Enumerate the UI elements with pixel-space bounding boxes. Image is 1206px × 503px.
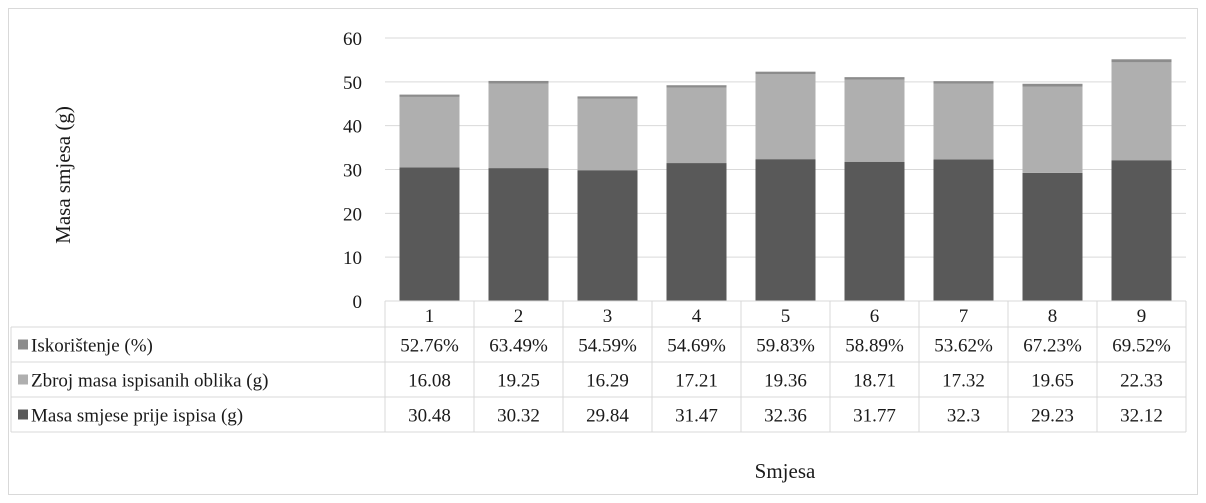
data-label: 29.84 bbox=[586, 406, 629, 427]
bar-segment bbox=[1022, 83, 1083, 87]
bar-segment bbox=[577, 96, 638, 99]
data-label: 63.49% bbox=[489, 336, 548, 357]
bar-segment bbox=[844, 161, 905, 301]
y-tick-label: 10 bbox=[343, 248, 362, 269]
y-tick-label: 30 bbox=[343, 161, 362, 182]
category-label: 9 bbox=[1137, 306, 1147, 327]
bar-segment bbox=[933, 81, 994, 84]
bar-segment bbox=[1111, 62, 1172, 161]
bar-segment bbox=[666, 163, 727, 301]
data-label: 31.47 bbox=[675, 406, 718, 427]
bar-segment bbox=[488, 80, 549, 84]
bar-segment bbox=[399, 96, 460, 168]
series-name: Zbroj masa ispisanih oblika (g) bbox=[31, 371, 268, 392]
data-label: 31.77 bbox=[853, 406, 896, 427]
category-label: 1 bbox=[425, 306, 435, 327]
data-label: 30.48 bbox=[408, 406, 451, 427]
data-table: 1 2 3 4 5 6 7 8 9 Iskorištenje (%) 52.76% 63.49% 54.… bbox=[10, 300, 1187, 433]
bar-segment bbox=[666, 85, 727, 88]
x-axis-label: Smjesa bbox=[755, 459, 816, 483]
y-axis: 0 10 20 30 40 50 60 bbox=[343, 29, 362, 313]
y-tick-label: 40 bbox=[343, 117, 362, 138]
bars-group bbox=[399, 59, 1172, 301]
y-tick-label: 50 bbox=[343, 73, 362, 94]
data-label: 32.36 bbox=[764, 406, 807, 427]
y-tick-label: 0 bbox=[353, 292, 363, 313]
data-label: 52.76% bbox=[400, 336, 459, 357]
bar-segment bbox=[933, 83, 994, 160]
data-label: 19.65 bbox=[1031, 371, 1074, 392]
data-label: 67.23% bbox=[1023, 336, 1082, 357]
category-label: 2 bbox=[514, 306, 524, 327]
bar-segment bbox=[755, 159, 816, 301]
bar-segment bbox=[933, 159, 994, 301]
category-label: 3 bbox=[603, 306, 613, 327]
data-label: 22.33 bbox=[1120, 371, 1163, 392]
data-label: 29.23 bbox=[1031, 406, 1074, 427]
data-label: 32.12 bbox=[1120, 406, 1163, 427]
data-label: 17.32 bbox=[942, 371, 985, 392]
legend-key bbox=[18, 374, 28, 385]
data-label: 59.83% bbox=[756, 336, 815, 357]
category-label: 7 bbox=[959, 306, 969, 327]
data-label: 54.69% bbox=[667, 336, 726, 357]
y-tick-label: 20 bbox=[343, 204, 362, 225]
data-label: 19.25 bbox=[497, 371, 540, 392]
bar-segment bbox=[1022, 172, 1083, 301]
y-tick-label: 60 bbox=[343, 29, 362, 50]
y-axis-label: Masa smjesa (g) bbox=[51, 106, 75, 244]
bar-segment bbox=[1111, 59, 1172, 63]
data-label: 32.3 bbox=[947, 406, 980, 427]
data-label: 18.71 bbox=[853, 371, 896, 392]
bar-segment bbox=[577, 98, 638, 171]
bar-segment bbox=[755, 74, 816, 160]
bar-segment bbox=[755, 71, 816, 75]
bar-segment bbox=[399, 94, 460, 97]
category-label: 6 bbox=[870, 306, 880, 327]
bar-segment bbox=[844, 79, 905, 162]
chart-frame bbox=[8, 8, 1198, 495]
bar-segment bbox=[399, 167, 460, 301]
bar-segment bbox=[488, 83, 549, 169]
legend-key bbox=[18, 409, 28, 420]
data-label: 30.32 bbox=[497, 406, 540, 427]
bar-segment bbox=[577, 170, 638, 301]
bar-segment bbox=[666, 87, 727, 164]
series-name: Iskorištenje (%) bbox=[31, 336, 153, 357]
data-label: 58.89% bbox=[845, 336, 904, 357]
bar-segment bbox=[1111, 160, 1172, 301]
category-label: 4 bbox=[692, 306, 702, 327]
data-label: 16.08 bbox=[408, 371, 451, 392]
data-label: 19.36 bbox=[764, 371, 807, 392]
category-label: 5 bbox=[781, 306, 791, 327]
bar-segment bbox=[1022, 86, 1083, 173]
bar-segment bbox=[844, 77, 905, 80]
legend-key bbox=[18, 339, 28, 350]
bar-segment bbox=[488, 168, 549, 301]
data-label: 17.21 bbox=[675, 371, 718, 392]
category-label: 8 bbox=[1048, 306, 1058, 327]
series-name: Masa smjese prije ispisa (g) bbox=[31, 406, 243, 427]
data-label: 54.59% bbox=[578, 336, 637, 357]
data-label: 53.62% bbox=[934, 336, 993, 357]
data-label: 69.52% bbox=[1112, 336, 1171, 357]
data-label: 16.29 bbox=[586, 371, 629, 392]
